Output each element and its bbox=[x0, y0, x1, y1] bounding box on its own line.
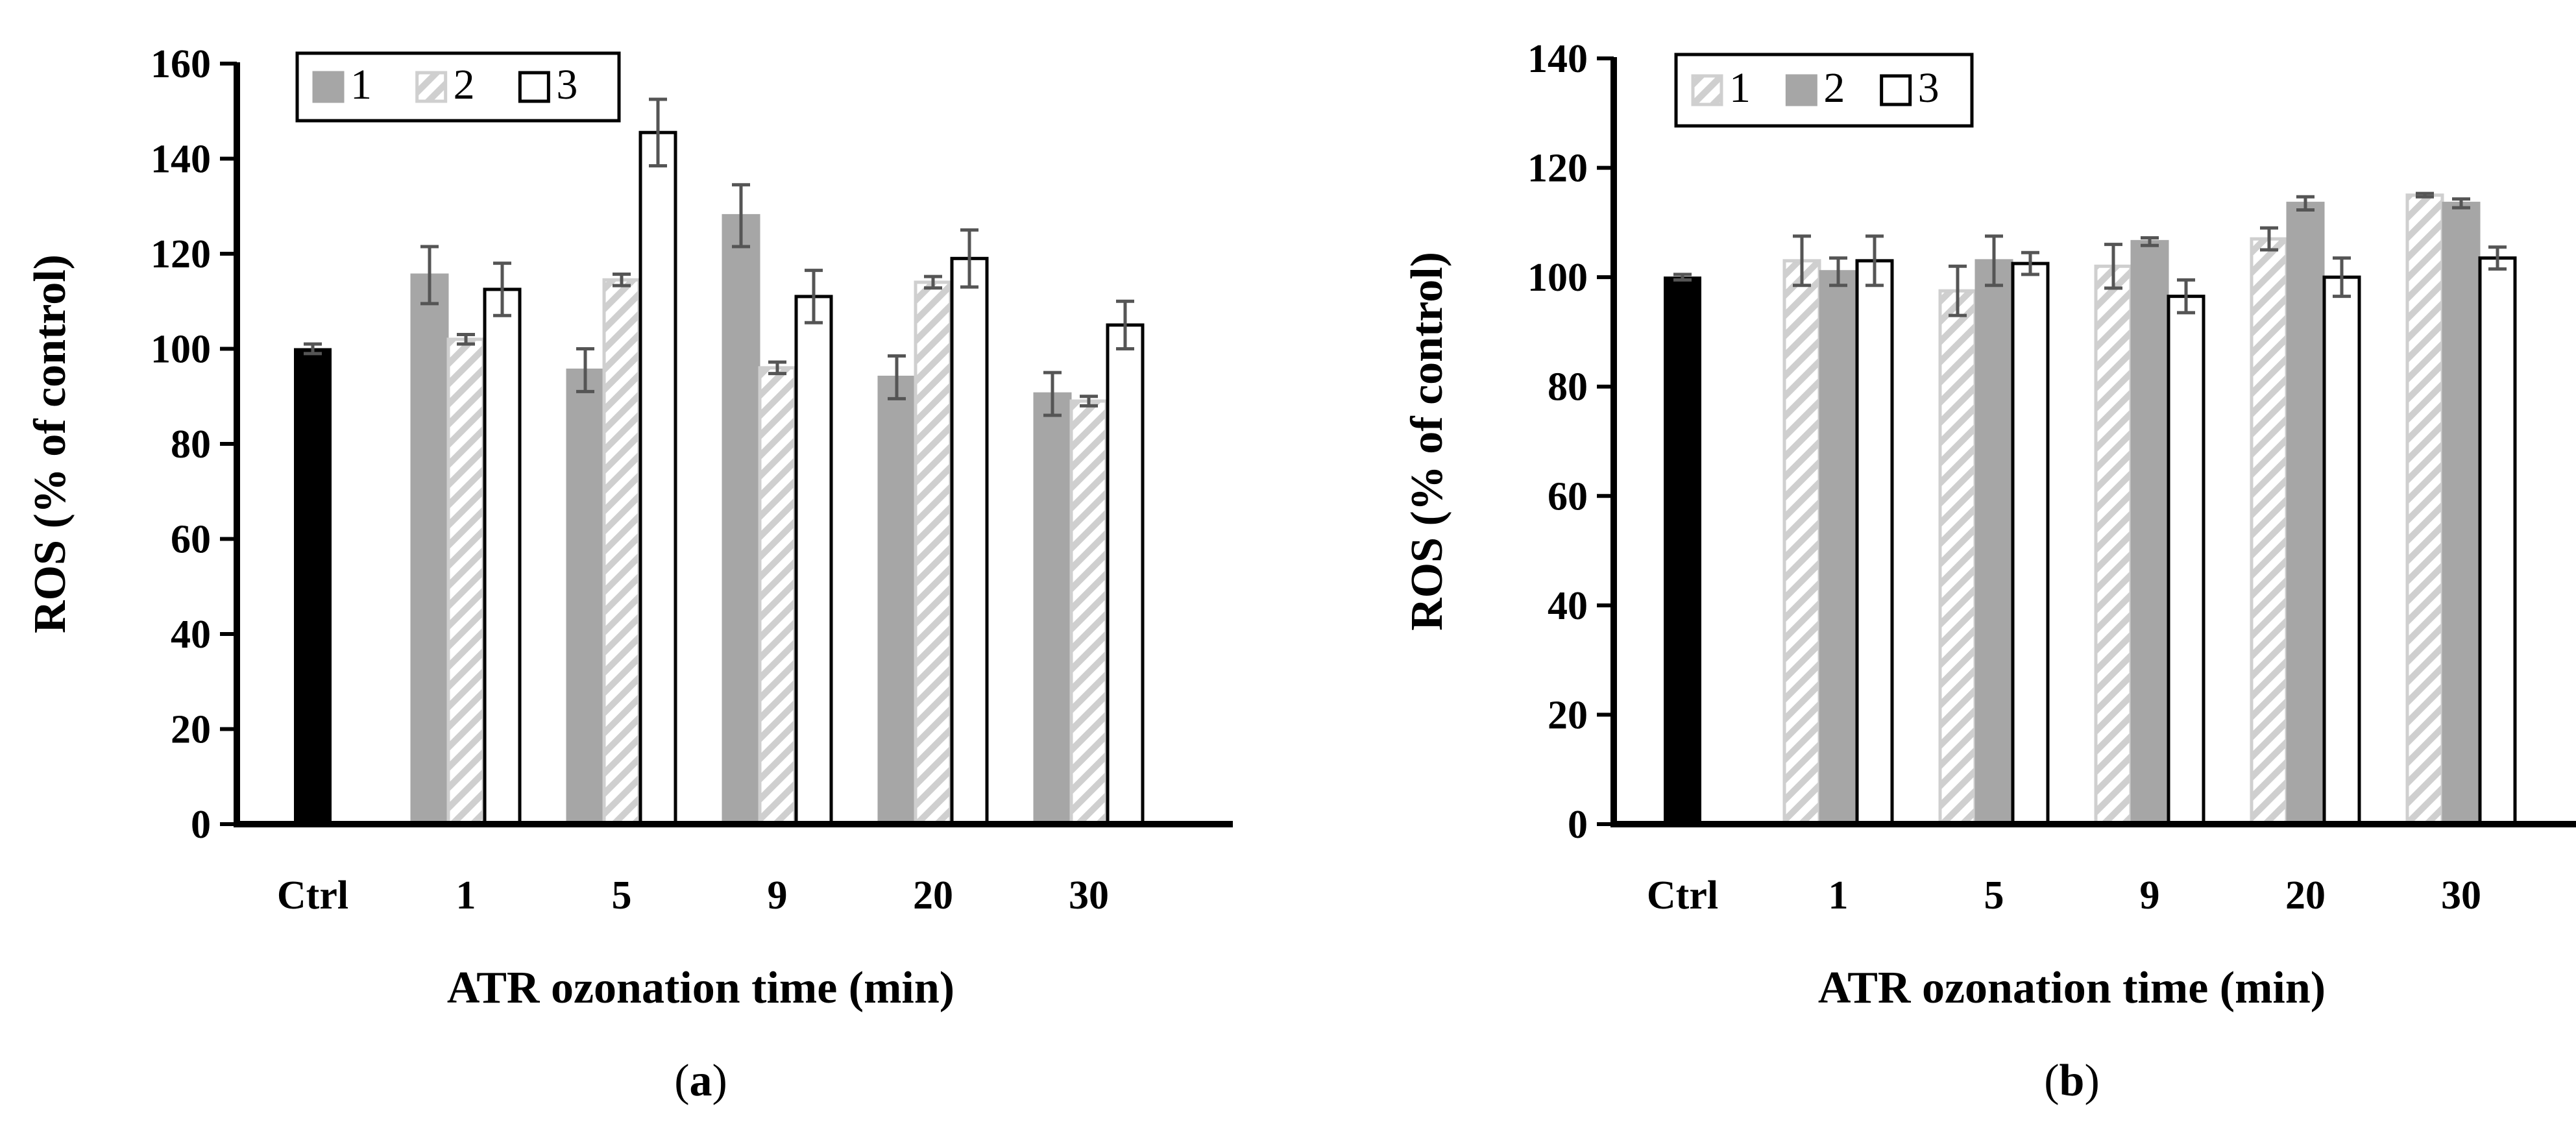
y-tick-label: 80 bbox=[1548, 365, 1588, 409]
legend-label-3: 3 bbox=[1918, 64, 1939, 112]
bar-series-3-20 bbox=[2322, 275, 2361, 826]
bar-series-3-30 bbox=[2478, 256, 2517, 826]
bar-series-2-9 bbox=[2130, 239, 2169, 826]
bar-series-1-30 bbox=[1033, 392, 1072, 826]
bar-series-2-20 bbox=[2286, 201, 2325, 826]
bar-series-1-5 bbox=[1938, 289, 1977, 826]
bar-series-1-20 bbox=[877, 375, 916, 826]
y-tick-label: 120 bbox=[1527, 147, 1588, 191]
panel-label: (a) bbox=[674, 1056, 727, 1106]
y-tick-label: 140 bbox=[1527, 37, 1588, 81]
legend-label-3: 3 bbox=[556, 61, 577, 108]
bar-series-3-1 bbox=[483, 287, 522, 826]
x-tick-label: 30 bbox=[1069, 873, 1109, 918]
bar-series-2-20 bbox=[914, 280, 953, 826]
y-tick-label: 40 bbox=[171, 613, 211, 657]
x-tick-label: 9 bbox=[768, 873, 788, 918]
y-tick-label: 40 bbox=[1548, 584, 1588, 628]
legend-label-2: 2 bbox=[1823, 64, 1845, 112]
bar-chart-a: 1 5 9 20 30 Ctrl 0 20 40 60 80 100 120 140 160 ROS (% o… bbox=[25, 42, 1233, 1106]
x-tick-label: 1 bbox=[1829, 873, 1849, 918]
bar-series-2-1 bbox=[446, 337, 485, 826]
legend-swatch-3 bbox=[518, 71, 550, 103]
y-tick-label: 20 bbox=[171, 708, 211, 752]
legend-swatch-3 bbox=[1880, 74, 1912, 106]
y-tick-label: 0 bbox=[1568, 803, 1588, 847]
x-tick-label-ctrl: Ctrl bbox=[277, 873, 348, 918]
bar-series-2-9 bbox=[758, 366, 797, 826]
y-tick-label: 0 bbox=[191, 803, 211, 847]
y-tick-label: 100 bbox=[1527, 256, 1588, 300]
legend-label-1: 1 bbox=[1729, 64, 1751, 112]
bar-series-1-9 bbox=[2094, 264, 2133, 826]
x-tick-label: 30 bbox=[2441, 873, 2481, 918]
x-tick-label: 5 bbox=[612, 873, 632, 918]
legend-label-2: 2 bbox=[454, 61, 475, 108]
bar-series-2-5 bbox=[602, 278, 641, 826]
legend-box bbox=[1674, 53, 1974, 128]
bar-series-1-5 bbox=[566, 368, 605, 826]
y-axis-title: ROS (% of control) bbox=[25, 254, 75, 633]
bar-control bbox=[294, 348, 332, 825]
y-tick-label: 120 bbox=[151, 232, 211, 276]
bar-series-3-5 bbox=[2011, 262, 2050, 826]
bar-series-2-30 bbox=[2442, 201, 2481, 826]
bar-series-3-9 bbox=[794, 295, 833, 826]
y-tick-label: 60 bbox=[1548, 474, 1588, 518]
y-tick-label: 20 bbox=[1548, 693, 1588, 737]
y-tick-label: 140 bbox=[151, 138, 211, 182]
panel-label: (b) bbox=[2044, 1056, 2100, 1106]
x-tick-label: 5 bbox=[1984, 873, 2004, 918]
legend-label-1: 1 bbox=[350, 61, 372, 108]
bar-series-1-30 bbox=[2405, 193, 2444, 826]
x-axis-title: ATR ozonation time (min) bbox=[1818, 963, 2326, 1013]
bar-series-1-1 bbox=[1782, 259, 1821, 826]
x-tick-label: 20 bbox=[913, 873, 953, 918]
y-tick-label: 60 bbox=[171, 518, 211, 562]
bar-series-1-9 bbox=[722, 213, 760, 826]
y-tick-label: 160 bbox=[151, 42, 211, 86]
legend-box bbox=[295, 51, 621, 123]
x-tick-label: 9 bbox=[2140, 873, 2160, 918]
y-tick-label: 100 bbox=[151, 328, 211, 372]
bar-series-2-5 bbox=[1975, 259, 2013, 826]
x-tick-label: 20 bbox=[2285, 873, 2326, 918]
chart-panel-a: 1 5 9 20 30 Ctrl 0 20 40 60 80 100 120 140 160 ROS (% o… bbox=[25, 42, 1233, 1106]
bar-series-2-1 bbox=[1819, 270, 1858, 826]
legend-swatch-2 bbox=[1785, 74, 1817, 106]
bar-series-1-20 bbox=[2250, 237, 2289, 826]
legend-swatch-1 bbox=[1691, 74, 1723, 106]
y-tick-label: 80 bbox=[171, 422, 211, 467]
bar-series-2-30 bbox=[1069, 399, 1108, 826]
x-tick-label: 1 bbox=[456, 873, 476, 918]
x-tick-label-ctrl: Ctrl bbox=[1647, 873, 1718, 918]
chart-panel-b: 1 5 9 20 30 Ctrl 0 20 40 60 80 100 120 140 ROS (% of c… bbox=[1288, 0, 2576, 1122]
legend-swatch-1 bbox=[312, 71, 345, 103]
bar-series-3-20 bbox=[950, 256, 989, 826]
bar-series-3-5 bbox=[638, 130, 677, 826]
bar-control bbox=[1664, 276, 1701, 825]
y-axis-title: ROS (% of control) bbox=[1402, 252, 1452, 631]
bar-series-1-1 bbox=[410, 273, 449, 826]
legend-swatch-2 bbox=[415, 71, 448, 103]
bar-series-3-9 bbox=[2167, 295, 2205, 826]
bar-chart-b: 1 5 9 20 30 Ctrl 0 20 40 60 80 100 120 140 ROS (% of c… bbox=[1402, 37, 2576, 1106]
bar-series-3-30 bbox=[1106, 323, 1145, 826]
bar-series-3-1 bbox=[1855, 259, 1894, 826]
x-axis-title: ATR ozonation time (min) bbox=[447, 963, 954, 1013]
